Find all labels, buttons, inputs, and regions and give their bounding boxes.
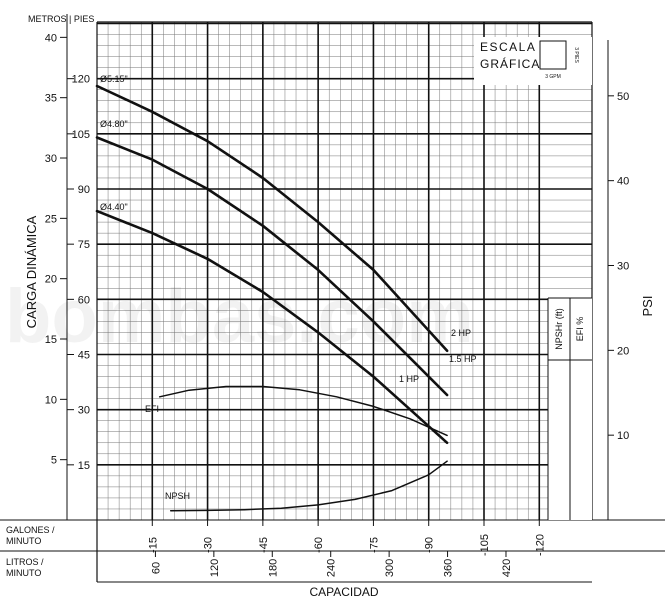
lpm-tick-label: 360 <box>443 559 455 577</box>
series-line-2 <box>95 136 449 397</box>
series-line-5 <box>169 460 448 512</box>
series-line-3 <box>95 209 449 445</box>
grid-lines <box>97 22 592 520</box>
lpm-tick-label: 60 <box>150 562 162 574</box>
feet-tick-label: 75 <box>78 239 90 251</box>
psi-tick-label: 30 <box>617 260 629 272</box>
gpm-tick-label: -105 <box>479 534 491 556</box>
scale-box: ESCALA GRÁFICA 3 PIES 3 GPM <box>474 37 592 85</box>
label-d515: Ø5.15" <box>100 74 128 84</box>
npsh-axis-label: NPSHr (ft) <box>554 308 564 350</box>
meter-tick-label: 40 <box>45 32 57 44</box>
watermark: bombas.com <box>5 274 474 359</box>
meter-tick-label: 15 <box>45 334 57 346</box>
feet-tick-label: 15 <box>78 460 90 472</box>
gpm-tick-label: -30 <box>203 537 215 553</box>
feet-tick-label: 60 <box>78 294 90 306</box>
gpm-tick-label: -75 <box>368 537 380 553</box>
label-1-5hp: 1.5 HP <box>449 354 477 364</box>
label-2hp: 2 HP <box>451 328 471 338</box>
meter-tick-label: 5 <box>51 455 57 467</box>
lpm-tick-label: 240 <box>326 559 338 577</box>
gpm-tick-label: -90 <box>424 537 436 553</box>
meter-tick-label: 30 <box>45 153 57 165</box>
meter-tick-label: 10 <box>45 394 57 406</box>
inset-panel: NPSHr (ft) EFI % <box>547 297 592 520</box>
feet-tick-label: 120 <box>72 74 90 86</box>
units-header: METROS | PIES <box>28 14 94 24</box>
efi-axis-label: EFI % <box>575 317 585 342</box>
scale-square <box>539 40 567 70</box>
x-axis-label: CAPACIDAD <box>309 585 378 599</box>
gpm-tick-label: -45 <box>258 537 270 553</box>
feet-tick-label: 30 <box>78 405 90 417</box>
scale-title-line2: GRÁFICA <box>480 56 540 71</box>
feet-tick-label: 45 <box>78 350 90 362</box>
lpm-label-line1: LITROS / <box>6 557 44 567</box>
lpm-tick-label: 180 <box>267 559 279 577</box>
feet-tick-label: 105 <box>72 129 90 141</box>
meter-tick-label: 25 <box>45 213 57 225</box>
y-axis-label: CARGA DINÁMICA <box>24 215 39 328</box>
gpm-label-line1: GALONES / <box>6 525 55 535</box>
psi-tick-label: 40 <box>617 176 629 188</box>
gpm-label-line2: MINUTO <box>6 536 41 546</box>
series-line-1 <box>95 84 449 353</box>
psi-tick-label: 20 <box>617 345 629 357</box>
psi-tick-label: 10 <box>617 430 629 442</box>
label-npsh: NPSH <box>165 491 190 501</box>
meter-tick-label: 35 <box>45 93 57 105</box>
scale-side-label: 3 PIES <box>573 47 579 63</box>
label-efi: EFI <box>145 404 159 414</box>
label-d480: Ø4.80" <box>100 119 128 129</box>
series-line-4 <box>158 385 448 437</box>
lpm-tick-label: 120 <box>209 559 221 577</box>
lpm-tick-label: 420 <box>501 559 513 577</box>
y2-axis-label: PSI <box>640 296 655 317</box>
psi-tick-label: 50 <box>617 91 629 103</box>
meter-tick-label: 20 <box>45 274 57 286</box>
feet-tick-label: 90 <box>78 184 90 196</box>
gpm-tick-label: -60 <box>313 537 325 553</box>
scale-bottom-label: 3 GPM <box>545 74 561 80</box>
label-d440: Ø4.40" <box>100 202 128 212</box>
lpm-tick-label: 300 <box>384 559 396 577</box>
performance-curves <box>95 84 449 512</box>
scale-title-line1: ESCALA <box>480 40 536 54</box>
label-1hp: 1 HP <box>399 374 419 384</box>
lpm-label-line2: MINUTO <box>6 568 41 578</box>
gpm-tick-label: -15 <box>147 537 159 553</box>
gpm-tick-label: -120 <box>534 534 546 556</box>
curve-labels: Ø5.15" Ø4.80" Ø4.40" 2 HP 1.5 HP 1 HP EF… <box>100 74 477 501</box>
